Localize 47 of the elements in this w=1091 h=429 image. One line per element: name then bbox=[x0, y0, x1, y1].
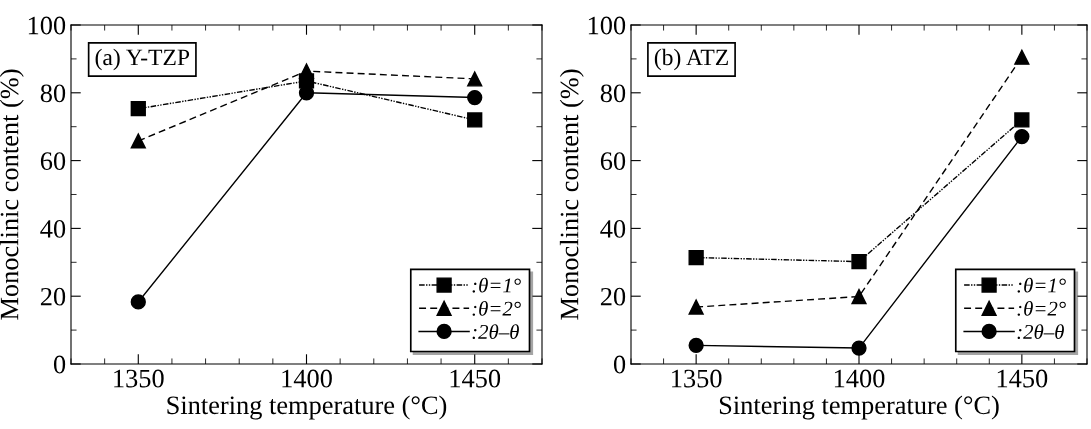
y-tick-label: 60 bbox=[40, 152, 66, 171]
point bbox=[467, 112, 483, 128]
point bbox=[851, 253, 867, 270]
y-axis-title: Monoclinic content (%) bbox=[559, 69, 584, 320]
point bbox=[298, 85, 315, 101]
legend-label: :θ=2° bbox=[1017, 300, 1066, 316]
y-tick-label: 100 bbox=[28, 16, 66, 35]
point bbox=[130, 294, 146, 310]
x-axis-title: Sintering temperature (°C) bbox=[719, 395, 999, 420]
x-tick-label: 1450 bbox=[997, 369, 1048, 388]
annotation: (b) ATZ bbox=[654, 48, 728, 71]
legend-label: :2θ–θ bbox=[1017, 324, 1064, 340]
x-tick-label: 1450 bbox=[450, 369, 501, 388]
y-tick-label: 80 bbox=[40, 84, 66, 103]
y-axis-title: Monoclinic content (%) bbox=[0, 69, 24, 320]
point bbox=[130, 133, 146, 149]
y-tick-label: 0 bbox=[53, 355, 66, 374]
point bbox=[688, 299, 704, 315]
y-tick-label: 20 bbox=[600, 287, 626, 306]
point bbox=[1014, 128, 1030, 145]
legend-label: :2θ–θ bbox=[472, 324, 519, 340]
x-tick-label: 1400 bbox=[834, 369, 885, 388]
x-tick-label: 1400 bbox=[282, 369, 332, 388]
y-tick-label: 0 bbox=[613, 355, 626, 374]
legend-label: :θ=1° bbox=[1017, 277, 1066, 293]
point bbox=[1014, 112, 1030, 128]
point bbox=[467, 71, 483, 87]
y-tick-label: 40 bbox=[600, 220, 626, 238]
legend-label: :θ=1° bbox=[472, 277, 521, 293]
y-tick-label: 40 bbox=[40, 220, 66, 238]
y-tick-label: 100 bbox=[588, 16, 626, 35]
y-tick-label: 60 bbox=[600, 152, 626, 171]
x-axis-title: Sintering temperature (°C) bbox=[167, 395, 447, 420]
point bbox=[851, 288, 867, 305]
point bbox=[467, 89, 483, 106]
point bbox=[688, 337, 704, 353]
x-tick-label: 1350 bbox=[672, 369, 722, 388]
y-tick-label: 80 bbox=[600, 84, 626, 103]
legend-label: :θ=2° bbox=[472, 300, 521, 316]
point bbox=[298, 63, 315, 79]
point bbox=[688, 249, 704, 266]
x-tick-label: 1350 bbox=[114, 369, 164, 388]
y-tick-label: 20 bbox=[40, 287, 66, 306]
point bbox=[1014, 49, 1030, 65]
annotation: (a) Y-TZP bbox=[95, 48, 190, 71]
point bbox=[851, 340, 867, 356]
point bbox=[130, 101, 146, 117]
